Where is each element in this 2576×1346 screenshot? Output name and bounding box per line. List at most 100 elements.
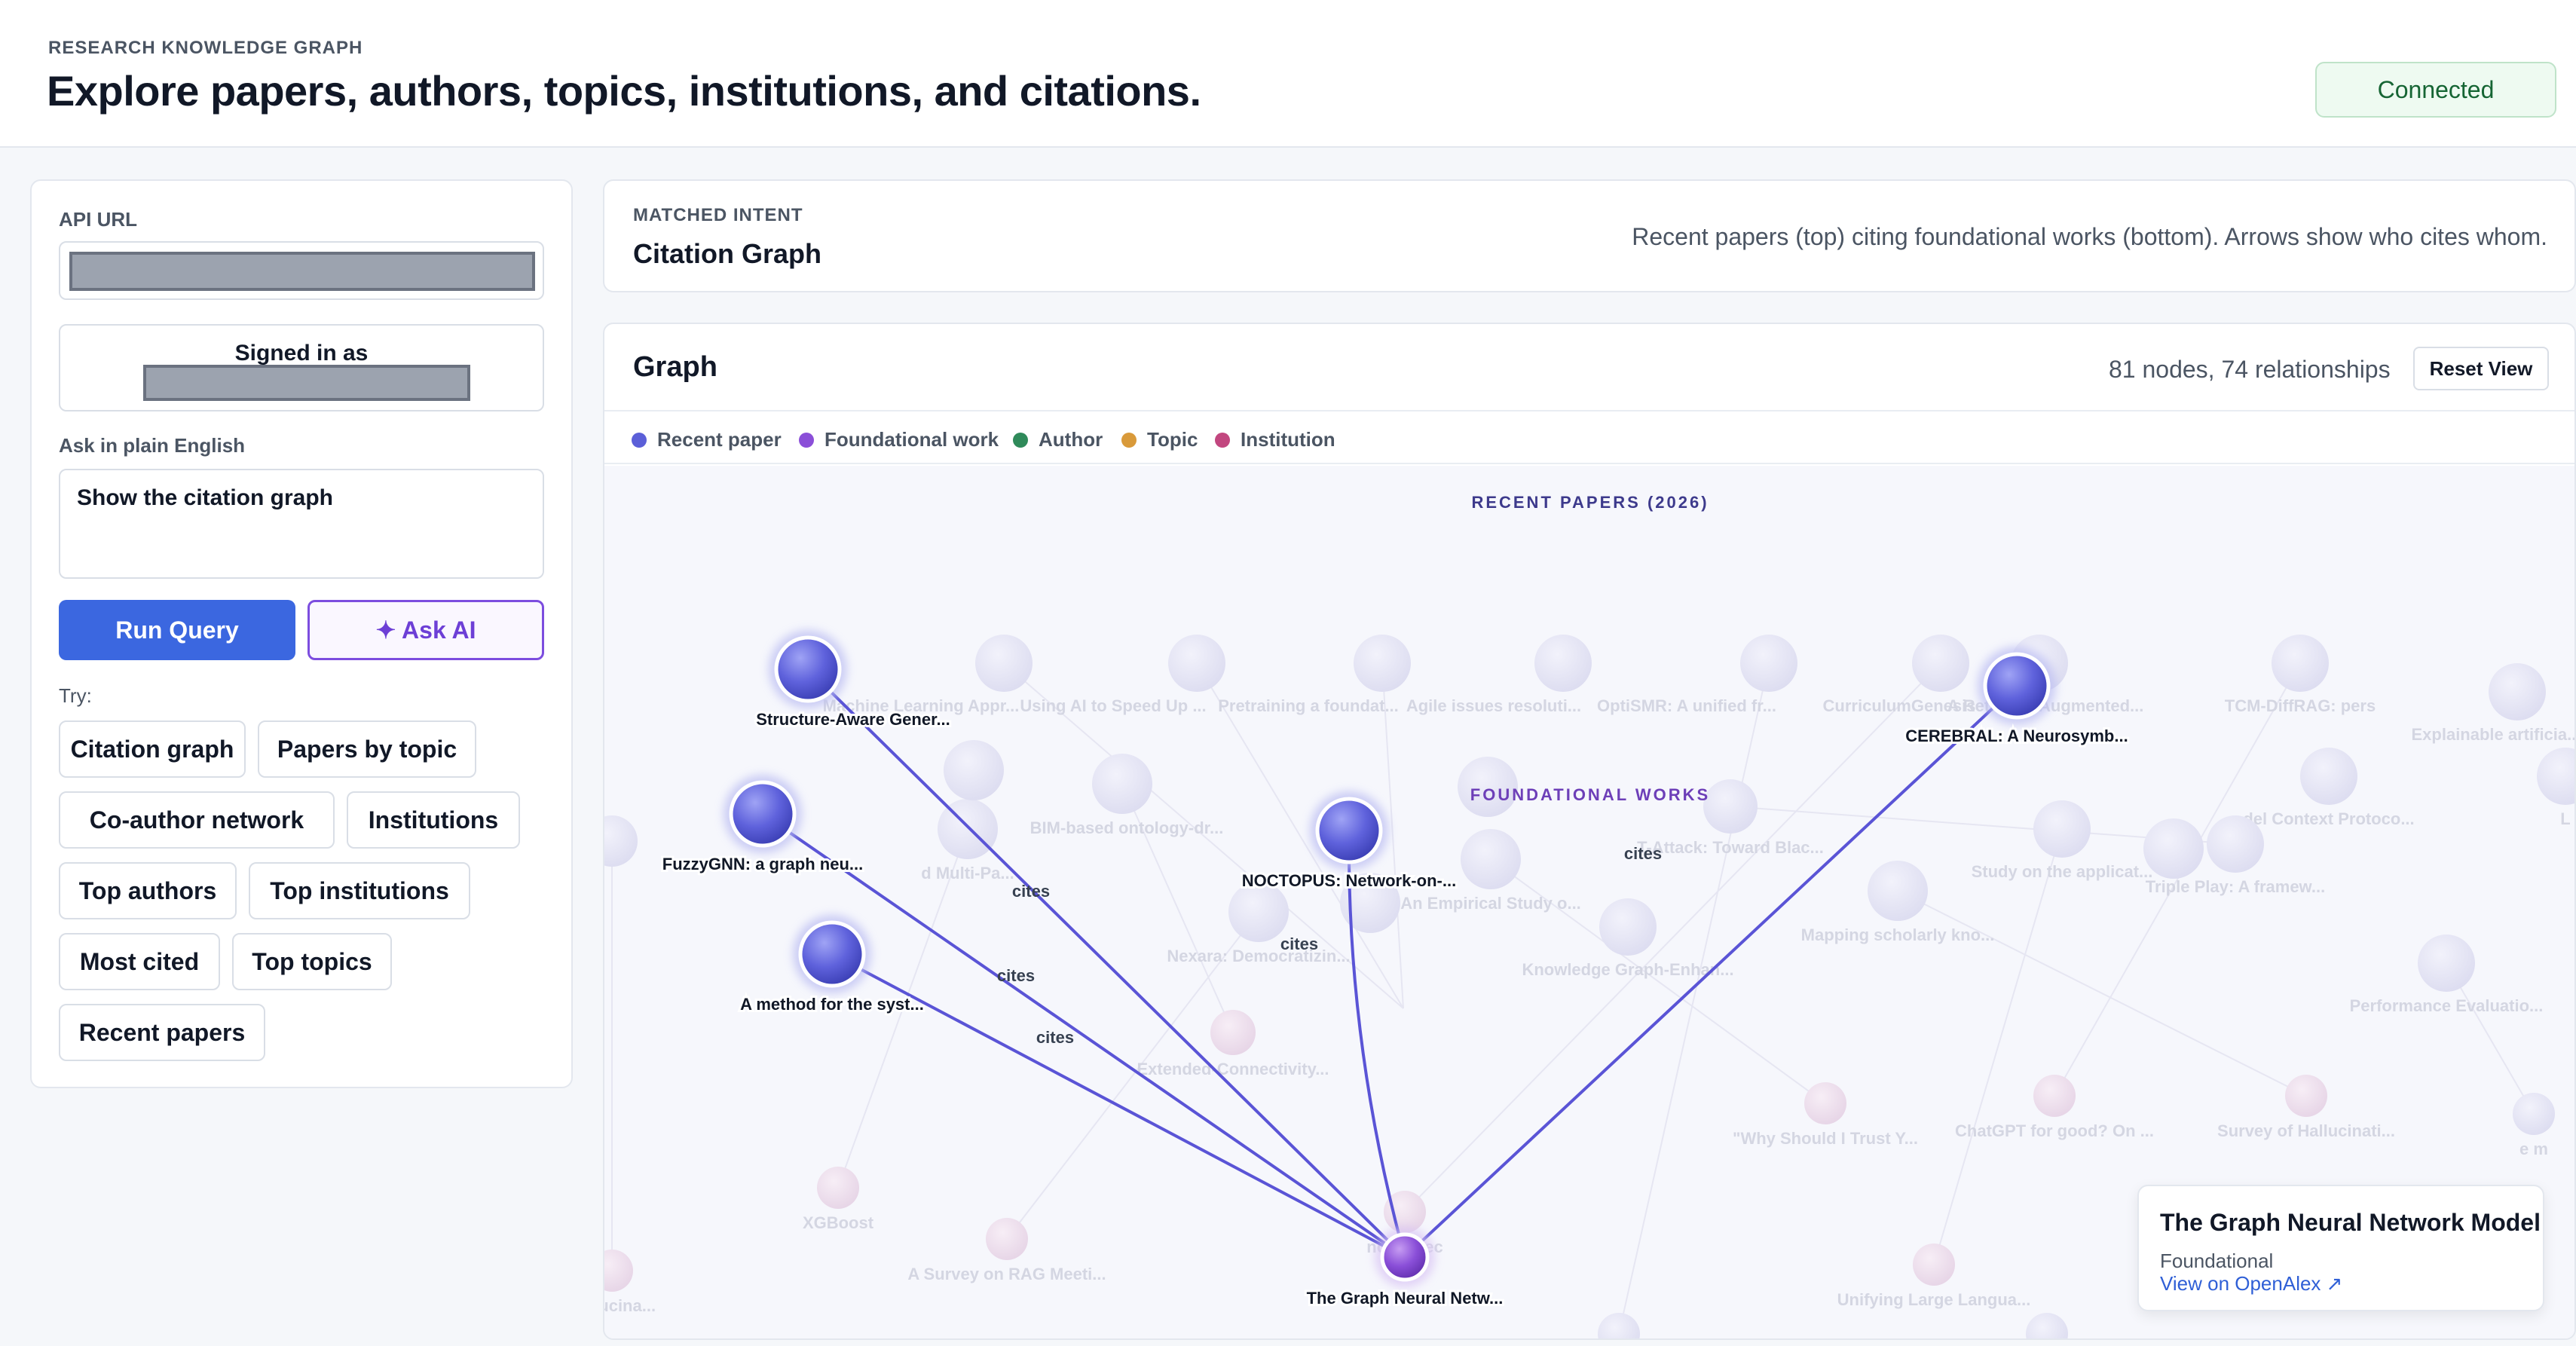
suggestion-papers-by-topic[interactable]: Papers by topic bbox=[258, 720, 476, 778]
query-label: Ask in plain English bbox=[59, 434, 246, 457]
faded-node-study-on-the-applicat[interactable]: Study on the applicat... bbox=[1972, 800, 2153, 881]
faded-node-del-context-protoco[interactable]: del Context Protoco... bbox=[2243, 748, 2415, 828]
faded-edge bbox=[2054, 662, 2301, 1097]
faded-node-why-should-i-trust-y[interactable]: "Why Should I Trust Y... bbox=[1733, 1082, 1918, 1148]
faded-node-circle bbox=[1703, 779, 1758, 834]
faded-node-label: "Why Should I Trust Y... bbox=[1733, 1129, 1918, 1148]
node-noctopus-network-on[interactable]: NOCTOPUS: Network-on-... bbox=[1240, 791, 1458, 892]
band-label-recent: RECENT PAPERS (2026) bbox=[1471, 493, 1709, 512]
faded-node-mapping-scholarly-kno[interactable]: Mapping scholarly kno... bbox=[1801, 861, 1995, 944]
node-cerebral-a-neurosymb[interactable]: CEREBRAL: A Neurosymb... bbox=[1903, 647, 2131, 748]
suggestion-top-authors[interactable]: Top authors bbox=[59, 862, 237, 919]
suggestion-institutions[interactable]: Institutions bbox=[347, 791, 520, 849]
faded-node-an-empirical-study-o[interactable]: An Empirical Study o... bbox=[1400, 829, 1581, 913]
citation-edge-label: cites bbox=[997, 966, 1035, 985]
citation-edge bbox=[1347, 830, 1406, 1258]
faded-node-hallucina[interactable]: Hallucina... bbox=[604, 1250, 656, 1315]
legend-label: Topic bbox=[1147, 428, 1198, 451]
faded-node-circle bbox=[986, 1218, 1028, 1260]
faded-node-unifying-large-langua[interactable]: Unifying Large Langua... bbox=[1837, 1244, 2031, 1309]
faded-node-circle bbox=[1458, 757, 1518, 817]
graph-stats: 81 nodes, 74 relationships bbox=[2109, 356, 2391, 383]
faded-edge bbox=[1003, 662, 1404, 1009]
graph-title: Graph bbox=[633, 351, 717, 383]
ask-ai-button[interactable]: ✦ Ask AI bbox=[307, 600, 544, 660]
graph-canvas[interactable]: Machine Learning Appr... Using AI to Spee… bbox=[604, 466, 2576, 1340]
faded-node-t-attack-toward-blac[interactable]: T-Attack: Toward Blac... bbox=[1637, 779, 1824, 857]
faded-node-performance-evaluatio[interactable]: Performance Evaluatio... bbox=[2350, 935, 2544, 1015]
faded-node-label: L bbox=[2560, 809, 2570, 828]
citation-edge bbox=[806, 668, 1406, 1259]
faded-node-pretraining-a-foundat[interactable]: Pretraining a foundat... bbox=[1218, 635, 1411, 715]
node-label: The Graph Neural Netw... bbox=[1307, 1289, 1504, 1308]
faded-node-circle bbox=[2285, 1075, 2327, 1117]
suggestion-top-institutions[interactable]: Top institutions bbox=[249, 862, 470, 919]
citation-edge-label: cites bbox=[1624, 844, 1662, 863]
node-circle bbox=[729, 780, 797, 848]
suggestion-top-topics[interactable]: Top topics bbox=[232, 933, 392, 990]
faded-node-label: Mapping scholarly kno... bbox=[1801, 925, 1995, 944]
faded-node-bim-based-ontology-dr[interactable]: BIM-based ontology-dr... bbox=[1030, 754, 1224, 837]
faded-node-nexara-democratizin[interactable]: Nexara: Democratizin... bbox=[1167, 882, 1351, 965]
view-on-openalex-link[interactable]: View on OpenAlex ↗ bbox=[2160, 1272, 2343, 1295]
signed-in-panel: Signed in as bbox=[59, 324, 544, 411]
faded-node-triple-play-a-framew[interactable]: Triple Play: A framew... bbox=[2146, 815, 2325, 896]
faded-node-a-survey-on-rag-meeti[interactable]: A Survey on RAG Meeti... bbox=[907, 1218, 1106, 1283]
faded-edge bbox=[837, 828, 968, 1188]
faded-edge bbox=[1490, 858, 1826, 1104]
faded-node-survey-of-hallucinati[interactable]: Survey of Hallucinati... bbox=[2217, 1075, 2395, 1140]
faded-node-xgboost[interactable]: XGBoost bbox=[803, 1167, 874, 1232]
api-url-input[interactable] bbox=[59, 241, 544, 300]
suggestion-citation-graph[interactable]: Citation graph bbox=[59, 720, 246, 778]
node-the-graph-neural-netw[interactable]: The Graph Neural Netw... bbox=[1305, 1227, 1505, 1310]
query-input[interactable]: Show the citation graph bbox=[59, 469, 544, 579]
faded-node-tcm-diffrag-pers[interactable]: TCM-DiffRAG: pers bbox=[2225, 635, 2376, 715]
legend-label: Recent paper bbox=[657, 428, 782, 451]
suggestion-co-author-network[interactable]: Co-author network bbox=[59, 791, 335, 849]
faded-node-using-ai-to-speed-up[interactable]: Using AI to Speed Up ... bbox=[1020, 635, 1225, 715]
faded-node-circle bbox=[944, 740, 1004, 800]
node-circle bbox=[1380, 1232, 1430, 1282]
node-structure-aware-gener[interactable]: Structure-Aware Gener... bbox=[754, 630, 953, 731]
graph-svg[interactable]: Machine Learning Appr... Using AI to Spee… bbox=[604, 466, 2576, 1340]
faded-node-agile-issues-resoluti[interactable]: Agile issues resoluti... bbox=[1406, 635, 1592, 715]
faded-edge bbox=[1933, 828, 2063, 1265]
node-fuzzygnn-a-graph-neu[interactable]: FuzzyGNN: a graph neu... bbox=[660, 775, 865, 876]
suggestion-recent-papers[interactable]: Recent papers bbox=[59, 1004, 265, 1061]
faded-node-chatgpt-for-good-on[interactable]: ChatGPT for good? On ... bbox=[1955, 1075, 2154, 1140]
active-node-layer[interactable]: Structure-Aware Gener... FuzzyGNN: a grap… bbox=[660, 630, 2131, 1310]
faded-node-label: T-Attack: Toward Blac... bbox=[1637, 838, 1824, 857]
faded-node-circle bbox=[2418, 935, 2475, 992]
suggestion-most-cited[interactable]: Most cited bbox=[59, 933, 220, 990]
faded-node-circle bbox=[1228, 882, 1289, 942]
node-label: CEREBRAL: A Neurosymb... bbox=[1905, 727, 2128, 745]
faded-node-explainable-artificia[interactable]: Explainable artificia... bbox=[2412, 663, 2576, 744]
band-label-foundational: FOUNDATIONAL WORKS bbox=[1470, 785, 1710, 804]
faded-node-optismr-a-unified-fr[interactable]: OptiSMR: A unified fr... bbox=[1597, 635, 1797, 715]
legend-label: Foundational work bbox=[825, 428, 999, 451]
faded-node-circle bbox=[1599, 898, 1657, 956]
faded-node-extended-connectivity[interactable]: Extended-Connectivity... bbox=[1137, 1010, 1329, 1078]
faded-node-machine-learning-appr[interactable]: Machine Learning Appr... bbox=[823, 635, 1033, 715]
citation-edge bbox=[761, 812, 1406, 1259]
node-circle bbox=[798, 920, 866, 988]
run-query-button[interactable]: Run Query bbox=[59, 600, 295, 660]
faded-node-label: Agile issues resoluti... bbox=[1406, 696, 1581, 715]
faded-node-label: Extended-Connectivity... bbox=[1137, 1060, 1329, 1078]
faded-node-circle bbox=[604, 815, 638, 867]
faded-node-circle bbox=[975, 635, 1033, 692]
legend-label: Author bbox=[1039, 428, 1103, 451]
legend-recent-paper: Recent paper bbox=[632, 428, 782, 451]
faded-node-circle bbox=[1913, 1244, 1955, 1286]
faded-node-d-multi-pa[interactable]: d Multi-Pa... bbox=[921, 799, 1014, 883]
legend-dot bbox=[1215, 432, 1230, 448]
faded-node-label: CurriculumGenesis bbox=[1823, 696, 1976, 715]
faded-node-e-m[interactable]: e m bbox=[2513, 1093, 2555, 1158]
faded-node-l[interactable]: L bbox=[2537, 748, 2576, 828]
faded-node-circle bbox=[2033, 1075, 2076, 1117]
faded-node-curriculumgenesis[interactable]: CurriculumGenesis bbox=[1823, 635, 1976, 715]
faded-node-knowledge-graph-enhan[interactable]: Knowledge Graph-Enhan... bbox=[1522, 898, 1734, 979]
faded-edge bbox=[1006, 911, 1259, 1240]
reset-view-button[interactable]: Reset View bbox=[2413, 347, 2549, 390]
node-a-method-for-the-syst[interactable]: A method for the syst... bbox=[738, 915, 926, 1016]
